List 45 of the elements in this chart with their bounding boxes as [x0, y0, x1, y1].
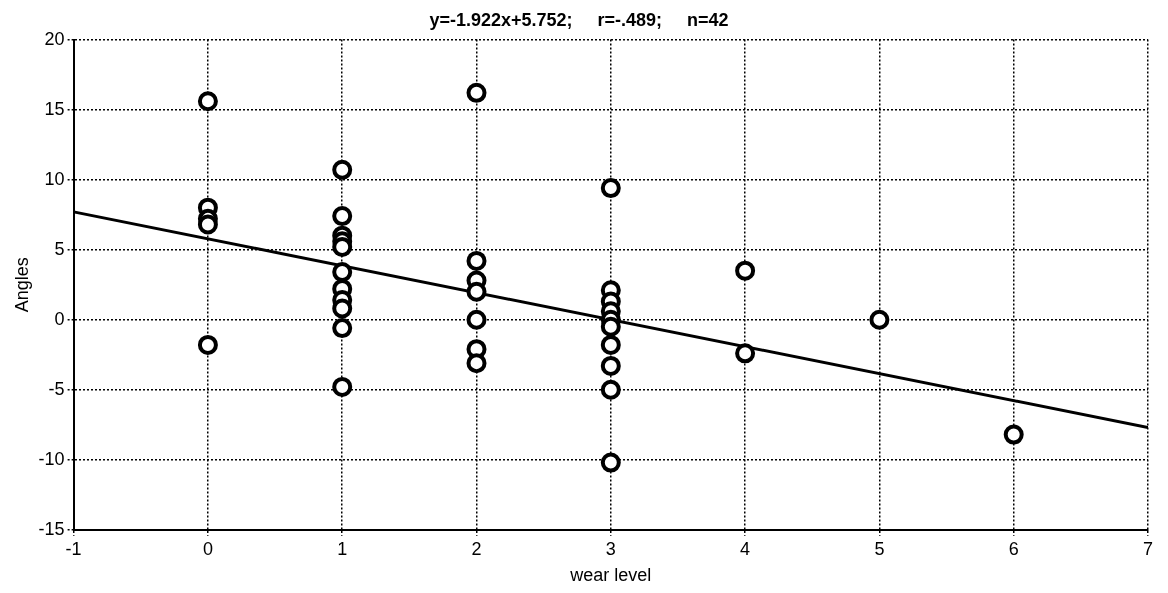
point [332, 236, 353, 257]
y-tick-label: 0 [54, 308, 65, 329]
point [332, 159, 353, 180]
y-axis-title: Angles [11, 257, 32, 313]
y-tick-label: 20 [44, 28, 65, 49]
point [466, 250, 487, 271]
point [600, 452, 621, 473]
point [735, 260, 756, 281]
point [600, 178, 621, 199]
x-tick-label: 5 [874, 538, 885, 559]
y-tick-label: -15 [38, 518, 65, 539]
x-tick-label: 6 [1008, 538, 1019, 559]
x-tick-label: 2 [471, 538, 482, 559]
y-tick-label: -5 [48, 378, 65, 399]
point [197, 334, 218, 355]
x-tick-label: 1 [337, 538, 348, 559]
y-tick-label: 10 [44, 168, 65, 189]
point [735, 343, 756, 364]
x-tick-label: 0 [202, 538, 213, 559]
point [600, 316, 621, 337]
point [466, 281, 487, 302]
y-tick-label: -10 [38, 448, 65, 469]
point [332, 206, 353, 227]
chart-title: y=-1.922x+5.752; r=-.489; n=42 [429, 9, 729, 30]
point [869, 309, 890, 330]
point [1003, 424, 1024, 445]
x-tick-label: -1 [65, 538, 82, 559]
point [332, 318, 353, 339]
point [600, 379, 621, 400]
point [197, 91, 218, 112]
point [332, 376, 353, 397]
x-tick-label: 7 [1142, 538, 1154, 559]
point [332, 262, 353, 283]
point [600, 334, 621, 355]
point [466, 82, 487, 103]
y-tick-label: 5 [54, 238, 65, 259]
point [332, 298, 353, 319]
x-tick-label: 3 [605, 538, 616, 559]
point [466, 353, 487, 374]
point [600, 355, 621, 376]
point [466, 309, 487, 330]
point [197, 214, 218, 235]
x-axis-title: wear level [569, 565, 652, 586]
x-tick-label: 4 [740, 538, 751, 559]
y-tick-label: 15 [44, 98, 65, 119]
